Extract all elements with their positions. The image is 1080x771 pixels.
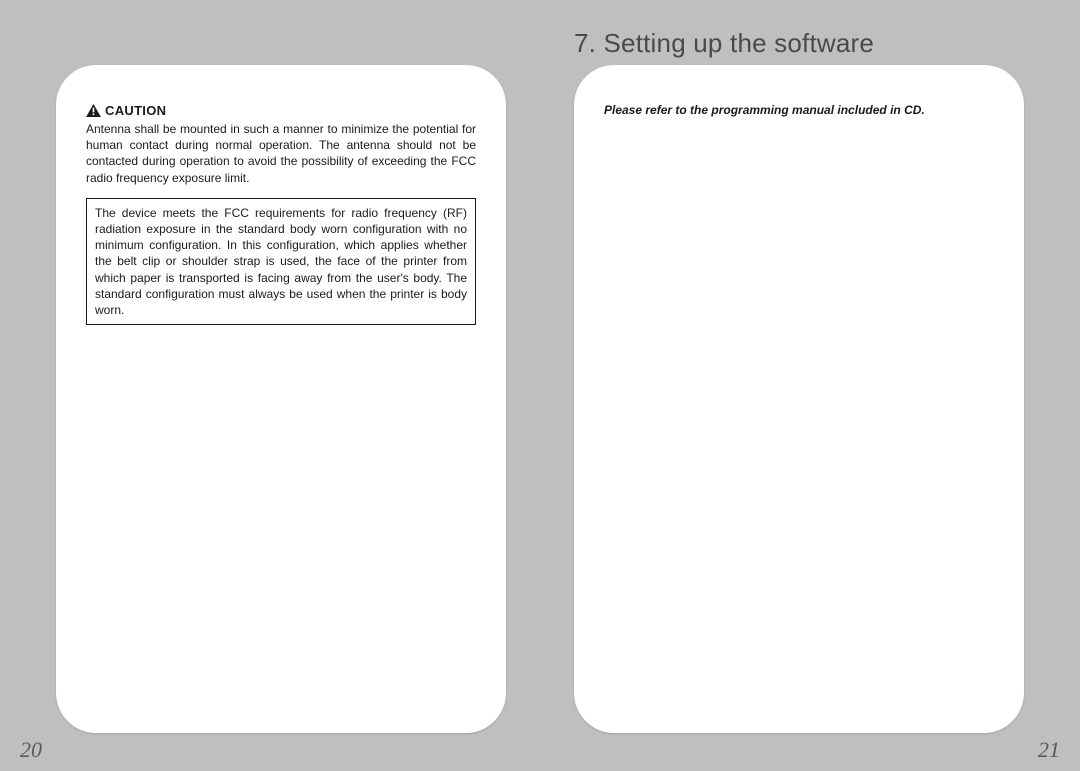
caution-label: CAUTION: [105, 103, 166, 118]
caution-heading-row: CAUTION: [86, 103, 476, 118]
fcc-box-text: The device meets the FCC requirements fo…: [95, 206, 467, 317]
refer-note: Please refer to the programming manual i…: [604, 103, 994, 117]
left-page-card: CAUTION Antenna shall be mounted in such…: [56, 65, 506, 733]
page-number-left: 20: [20, 737, 42, 763]
caution-body-text: Antenna shall be mounted in such a manne…: [86, 121, 476, 186]
warning-triangle-icon: [86, 104, 101, 117]
two-page-spread: CAUTION Antenna shall be mounted in such…: [0, 0, 1080, 771]
section-title: 7. Setting up the software: [574, 28, 874, 59]
page-number-right: 21: [1038, 737, 1060, 763]
right-half: 7. Setting up the software Please refer …: [540, 0, 1080, 771]
right-page-card: Please refer to the programming manual i…: [574, 65, 1024, 733]
fcc-compliance-box: The device meets the FCC requirements fo…: [86, 198, 476, 325]
left-half: CAUTION Antenna shall be mounted in such…: [0, 0, 540, 771]
